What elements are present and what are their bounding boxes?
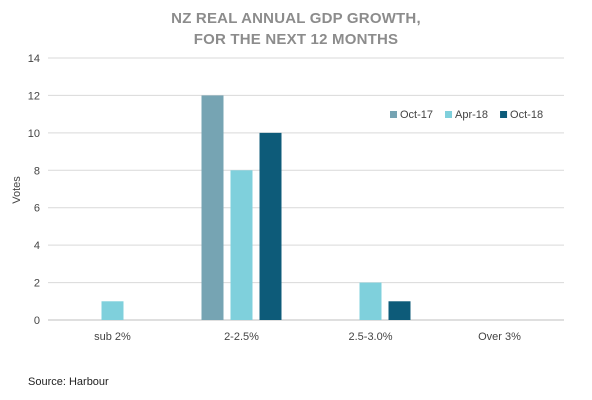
y-axis-label: Votes xyxy=(11,176,23,204)
bar xyxy=(201,95,224,320)
y-tick-label: 14 xyxy=(28,53,40,65)
x-tick-label: sub 2% xyxy=(94,331,131,343)
y-tick-labels: 0 2 4 6 8 10 12 14 xyxy=(28,53,40,327)
gridlines xyxy=(48,57,564,321)
y-tick-label: 0 xyxy=(34,315,40,327)
source-note: Source: Harbour xyxy=(28,376,109,388)
legend-label: Oct-17 xyxy=(400,109,433,121)
y-tick-label: 8 xyxy=(34,165,40,177)
x-tick-labels: sub 2% 2-2.5% 2.5-3.0% Over 3% xyxy=(94,331,521,343)
legend-swatch xyxy=(390,111,397,118)
bar xyxy=(101,301,124,320)
x-tick-label: 2.5-3.0% xyxy=(348,331,392,343)
legend-label: Apr-18 xyxy=(455,109,488,121)
legend-swatch xyxy=(445,111,453,118)
y-tick-label: 2 xyxy=(34,278,40,290)
bar xyxy=(259,132,282,320)
legend: Oct-17 Apr-18 Oct-18 xyxy=(390,109,543,121)
bar xyxy=(359,282,382,320)
chart-title: NZ REAL ANNUAL GDP GROWTH, FOR THE NEXT … xyxy=(171,10,421,48)
x-tick-label: Over 3% xyxy=(478,331,521,343)
y-tick-label: 4 xyxy=(34,240,40,252)
bar xyxy=(230,170,253,320)
legend-swatch xyxy=(500,111,508,118)
legend-label: Oct-18 xyxy=(510,109,543,121)
bars xyxy=(101,95,411,320)
y-tick-label: 12 xyxy=(28,90,40,102)
y-tick-label: 6 xyxy=(34,203,40,215)
bar xyxy=(388,301,411,320)
y-tick-label: 10 xyxy=(28,128,40,140)
x-tick-label: 2-2.5% xyxy=(224,331,259,343)
